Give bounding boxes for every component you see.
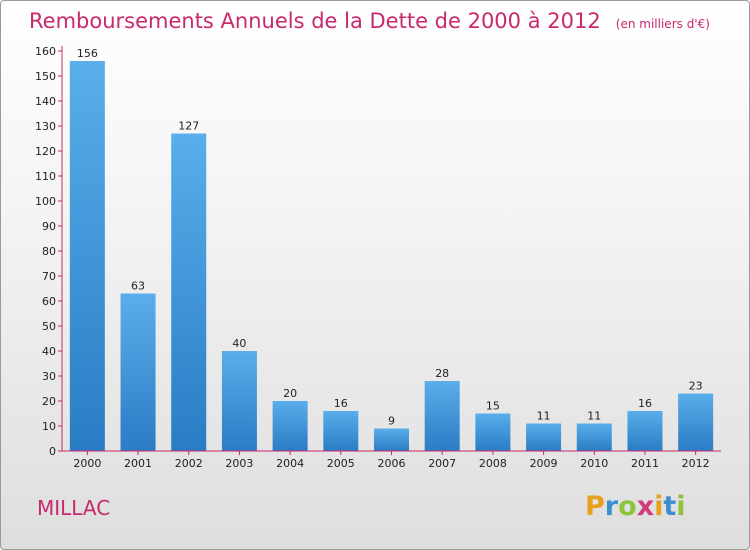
data-label: 156 — [77, 47, 98, 60]
x-tick-label: 2006 — [378, 457, 406, 470]
y-tick-label: 0 — [49, 445, 56, 458]
x-tick-label: 2003 — [225, 457, 253, 470]
y-tick-label: 20 — [42, 395, 56, 408]
bar — [475, 413, 511, 451]
data-label: 11 — [587, 410, 601, 423]
bar — [323, 411, 359, 451]
data-label: 127 — [178, 120, 199, 133]
y-tick-label: 160 — [35, 45, 56, 58]
y-tick-label: 60 — [42, 295, 56, 308]
y-tick-label: 10 — [42, 420, 56, 433]
logo-letter: r — [604, 491, 619, 522]
x-tick-label: 2007 — [428, 457, 456, 470]
bar — [576, 423, 612, 451]
y-tick-label: 140 — [35, 95, 56, 108]
data-label: 23 — [689, 380, 703, 393]
x-tick-label: 2004 — [276, 457, 304, 470]
chart-subtitle: (en milliers d'€) — [615, 17, 710, 31]
y-tick-label: 50 — [42, 320, 56, 333]
y-tick-label: 110 — [35, 170, 56, 183]
bar — [69, 61, 105, 451]
data-label: 28 — [435, 367, 449, 380]
bar — [374, 428, 409, 451]
y-tick-label: 100 — [35, 195, 56, 208]
title-line: Remboursements Annuels de la Dette de 20… — [29, 9, 710, 33]
bar — [120, 293, 156, 451]
y-tick-label: 40 — [42, 345, 56, 358]
data-label: 16 — [638, 397, 652, 410]
bar — [424, 381, 460, 451]
bar — [526, 423, 562, 451]
y-tick-label: 30 — [42, 370, 56, 383]
data-label: 11 — [537, 410, 551, 423]
bar — [171, 133, 207, 451]
x-tick-label: 2011 — [631, 457, 659, 470]
x-tick-label: 2000 — [73, 457, 101, 470]
x-tick-label: 2008 — [479, 457, 507, 470]
x-tick-label: 2012 — [682, 457, 710, 470]
y-tick-label: 150 — [35, 70, 56, 83]
x-tick-label: 2005 — [327, 457, 355, 470]
chart-title: Remboursements Annuels de la Dette de 20… — [29, 9, 601, 33]
x-axis: 2000 2001 2002 2003 2004 2005 2006 2007 2008 2009… — [62, 450, 721, 470]
data-label: 63 — [131, 280, 145, 293]
data-label: 9 — [388, 415, 395, 428]
logo-letter: P — [585, 491, 605, 522]
y-tick-label: 90 — [42, 220, 56, 233]
data-label: 40 — [232, 337, 246, 350]
bar — [221, 351, 257, 451]
y-tick-label: 80 — [42, 245, 56, 258]
y-tick-label: 120 — [35, 145, 56, 158]
logo-letter: t — [663, 491, 677, 522]
data-label: 20 — [283, 387, 297, 400]
logo-letter: i — [676, 491, 686, 522]
y-tick-label: 130 — [35, 120, 56, 133]
bar — [678, 393, 714, 451]
x-tick-label: 2002 — [175, 457, 203, 470]
logo-letter: x — [636, 491, 655, 522]
logo-letter: i — [654, 491, 664, 522]
bars: 156 63 127 40 20 16 9 28 15 11 11 16 23 — [69, 47, 714, 451]
y-tick-label: 70 — [42, 270, 56, 283]
proxiti-logo[interactable]: Proxiti — [585, 491, 686, 522]
y-axis: 0 10 20 30 40 50 60 70 80 90 100 110 120 130 140 150 160 — [35, 45, 63, 458]
bar — [272, 401, 308, 451]
data-label: 15 — [486, 400, 500, 413]
x-tick-label: 2010 — [580, 457, 608, 470]
x-tick-label: 2001 — [124, 457, 152, 470]
data-label: 16 — [334, 397, 348, 410]
bar — [627, 411, 663, 451]
logo-letter: o — [618, 491, 637, 522]
commune-name: MILLAC — [37, 496, 111, 520]
x-tick-label: 2009 — [530, 457, 558, 470]
